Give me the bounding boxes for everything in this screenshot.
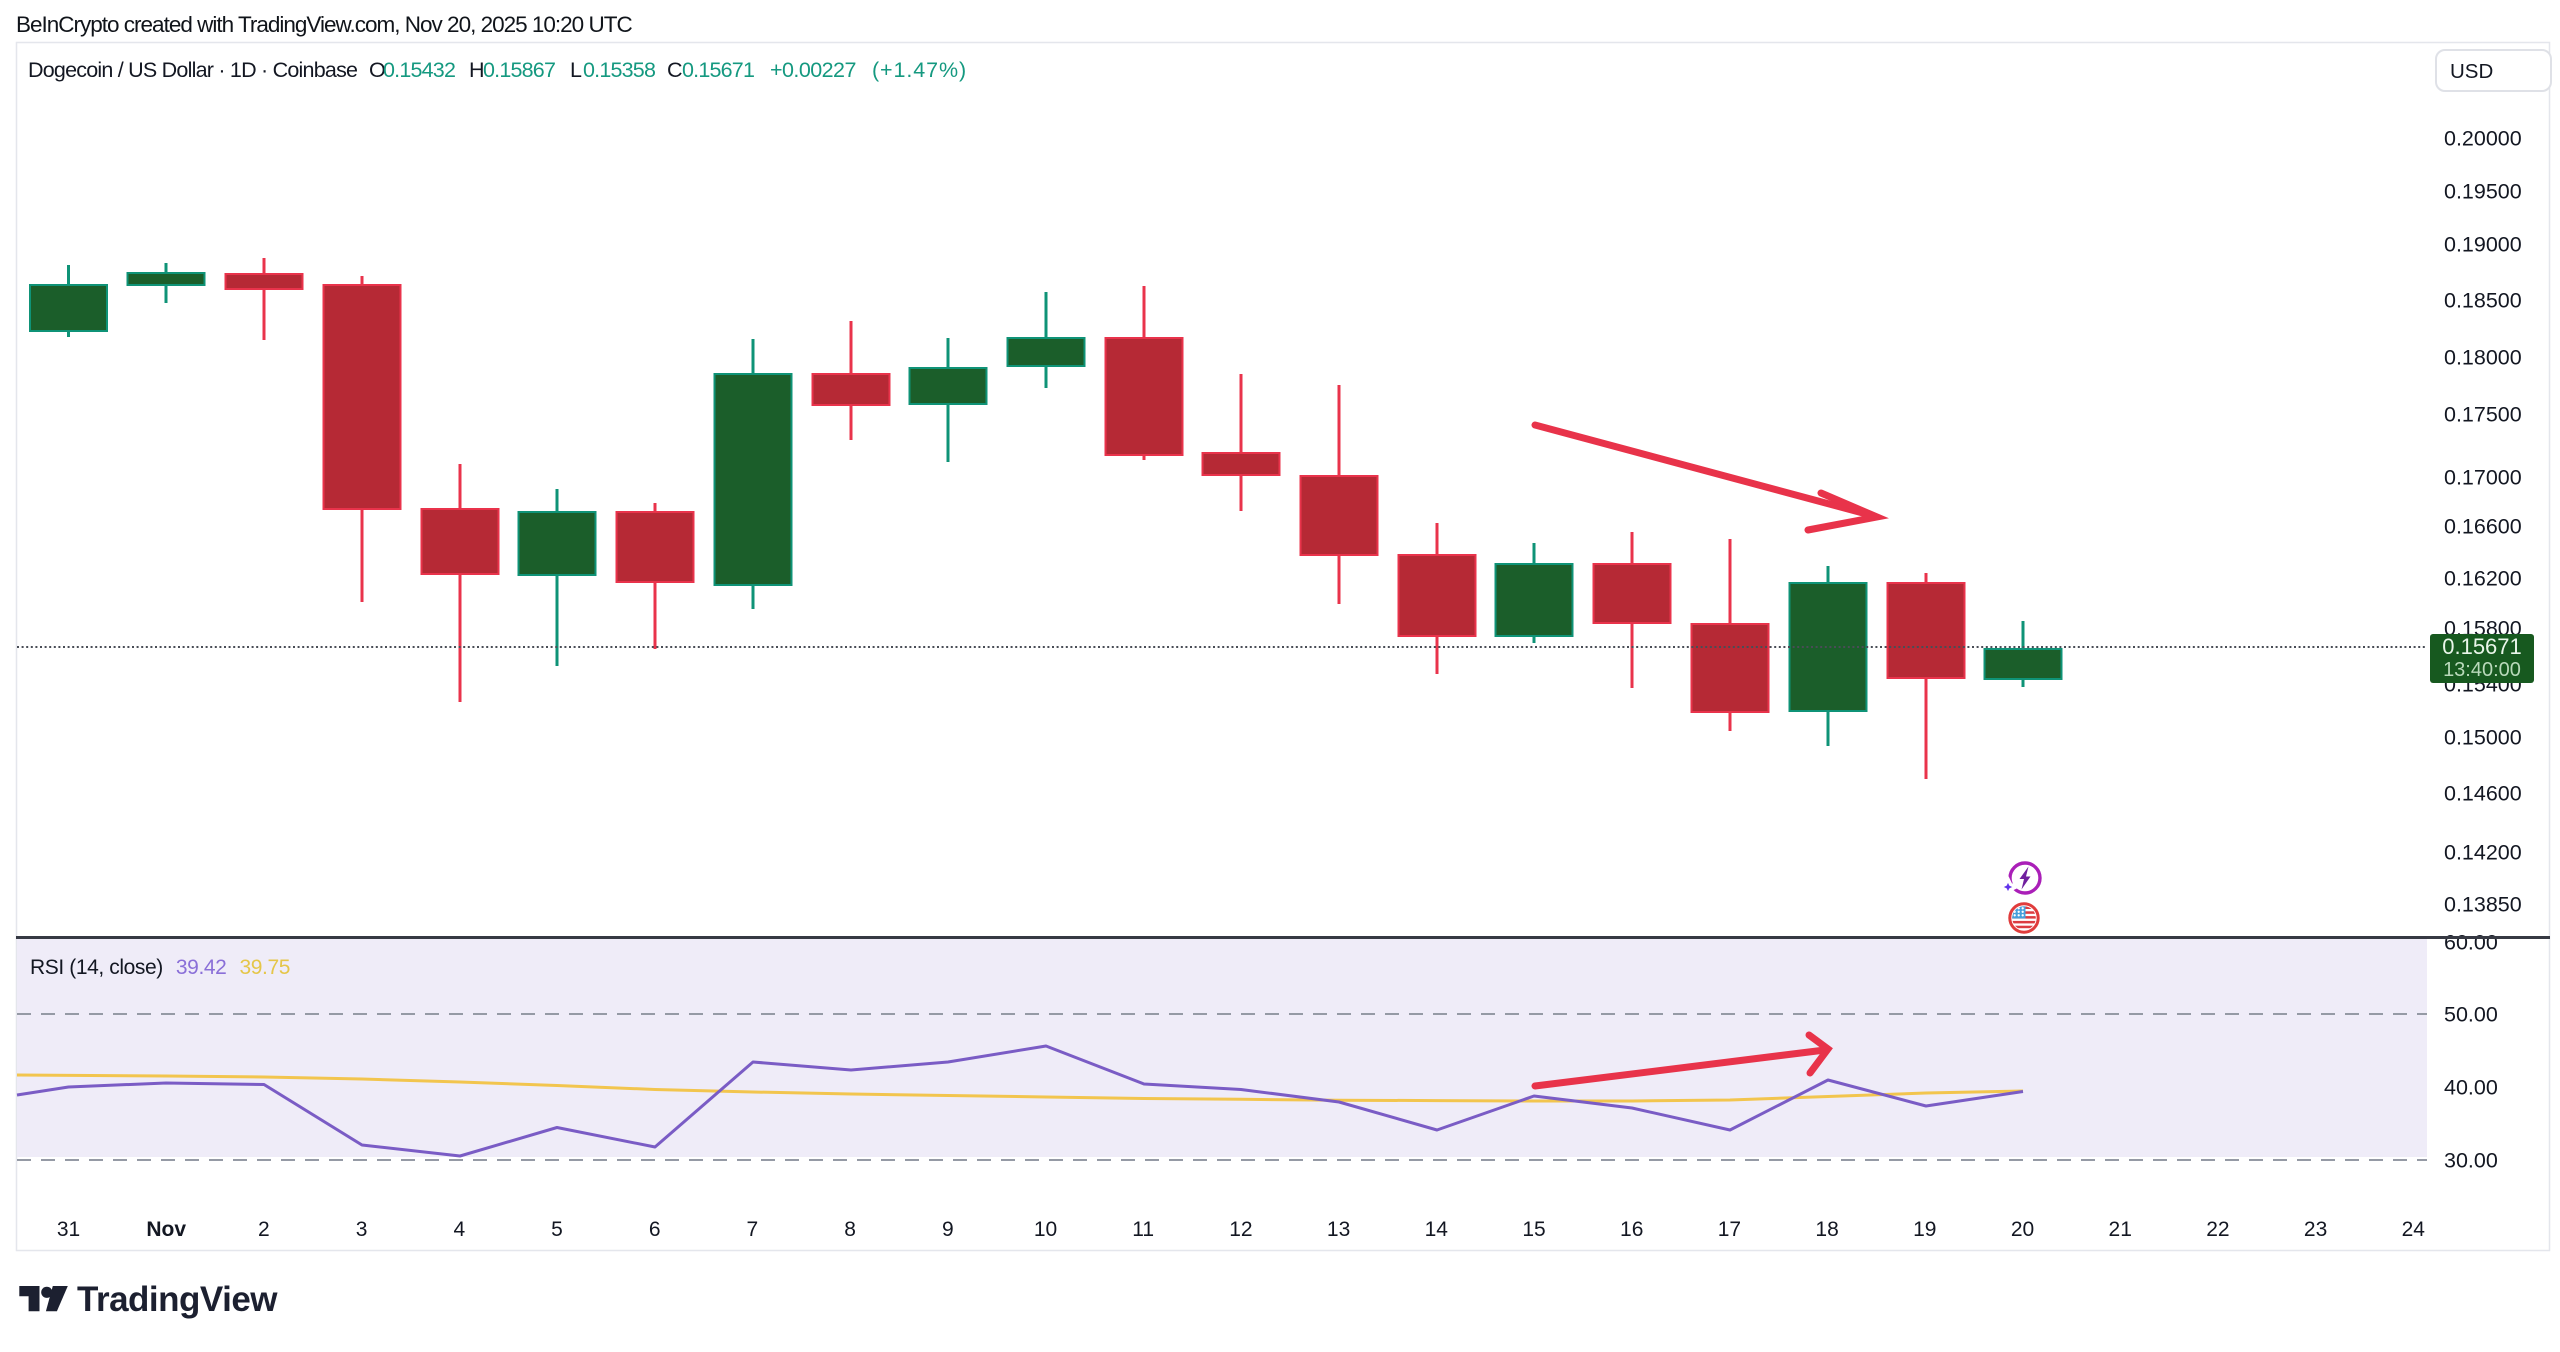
- svg-text:10: 10: [1034, 1218, 1057, 1241]
- svg-text:3: 3: [356, 1218, 368, 1241]
- svg-text:11: 11: [1132, 1218, 1154, 1241]
- svg-text:20: 20: [2011, 1218, 2034, 1241]
- svg-text:18: 18: [1815, 1218, 1838, 1241]
- svg-text:0.19000: 0.19000: [2444, 233, 2522, 257]
- svg-text:0.20000: 0.20000: [2444, 127, 2522, 151]
- svg-text:0.14200: 0.14200: [2444, 841, 2522, 865]
- svg-text:12: 12: [1229, 1218, 1252, 1241]
- svg-text:23: 23: [2304, 1218, 2327, 1241]
- svg-text:50.00: 50.00: [2444, 1003, 2498, 1027]
- svg-text:0.16200: 0.16200: [2444, 567, 2522, 591]
- svg-text:16: 16: [1620, 1218, 1643, 1241]
- svg-text:Nov: Nov: [146, 1218, 186, 1241]
- svg-text:0.13850: 0.13850: [2444, 893, 2522, 917]
- svg-text:40.00: 40.00: [2444, 1076, 2498, 1100]
- svg-text:TradingView: TradingView: [77, 1280, 278, 1319]
- svg-text:0.15671: 0.15671: [2442, 634, 2522, 659]
- svg-text:4: 4: [453, 1218, 465, 1241]
- svg-text:60.00: 60.00: [2444, 931, 2498, 955]
- svg-text:30.00: 30.00: [2444, 1149, 2498, 1173]
- svg-text:15: 15: [1522, 1218, 1545, 1241]
- svg-text:24: 24: [2402, 1218, 2426, 1241]
- svg-text:Dogecoin / US Dollar · 1D · Co: Dogecoin / US Dollar · 1D · Coinbase O0.1…: [28, 58, 967, 82]
- svg-text:9: 9: [942, 1218, 954, 1241]
- svg-text:22: 22: [2206, 1218, 2229, 1241]
- svg-text:13:40:00: 13:40:00: [2443, 659, 2521, 681]
- svg-text:6: 6: [649, 1218, 661, 1241]
- svg-text:0.18000: 0.18000: [2444, 346, 2522, 370]
- svg-text:0.14600: 0.14600: [2444, 782, 2522, 806]
- svg-text:14: 14: [1425, 1218, 1449, 1241]
- svg-text:0.17000: 0.17000: [2444, 466, 2522, 490]
- svg-text:5: 5: [551, 1218, 563, 1241]
- svg-text:13: 13: [1327, 1218, 1350, 1241]
- svg-text:0.17500: 0.17500: [2444, 403, 2522, 427]
- svg-text:2: 2: [258, 1218, 270, 1241]
- svg-text:0.15000: 0.15000: [2444, 726, 2522, 750]
- svg-text:19: 19: [1913, 1218, 1936, 1241]
- svg-text:8: 8: [844, 1218, 856, 1241]
- svg-text:31: 31: [57, 1218, 80, 1241]
- svg-text:0.16600: 0.16600: [2444, 515, 2522, 539]
- svg-text:0.19500: 0.19500: [2444, 180, 2522, 204]
- svg-text:21: 21: [2109, 1218, 2132, 1241]
- svg-text:BeInCrypto created with Tradin: BeInCrypto created with TradingView.com,…: [16, 12, 632, 37]
- svg-text:17: 17: [1718, 1218, 1741, 1241]
- svg-text:0.18500: 0.18500: [2444, 289, 2522, 313]
- svg-text:USD: USD: [2450, 60, 2493, 83]
- svg-text:7: 7: [747, 1218, 759, 1241]
